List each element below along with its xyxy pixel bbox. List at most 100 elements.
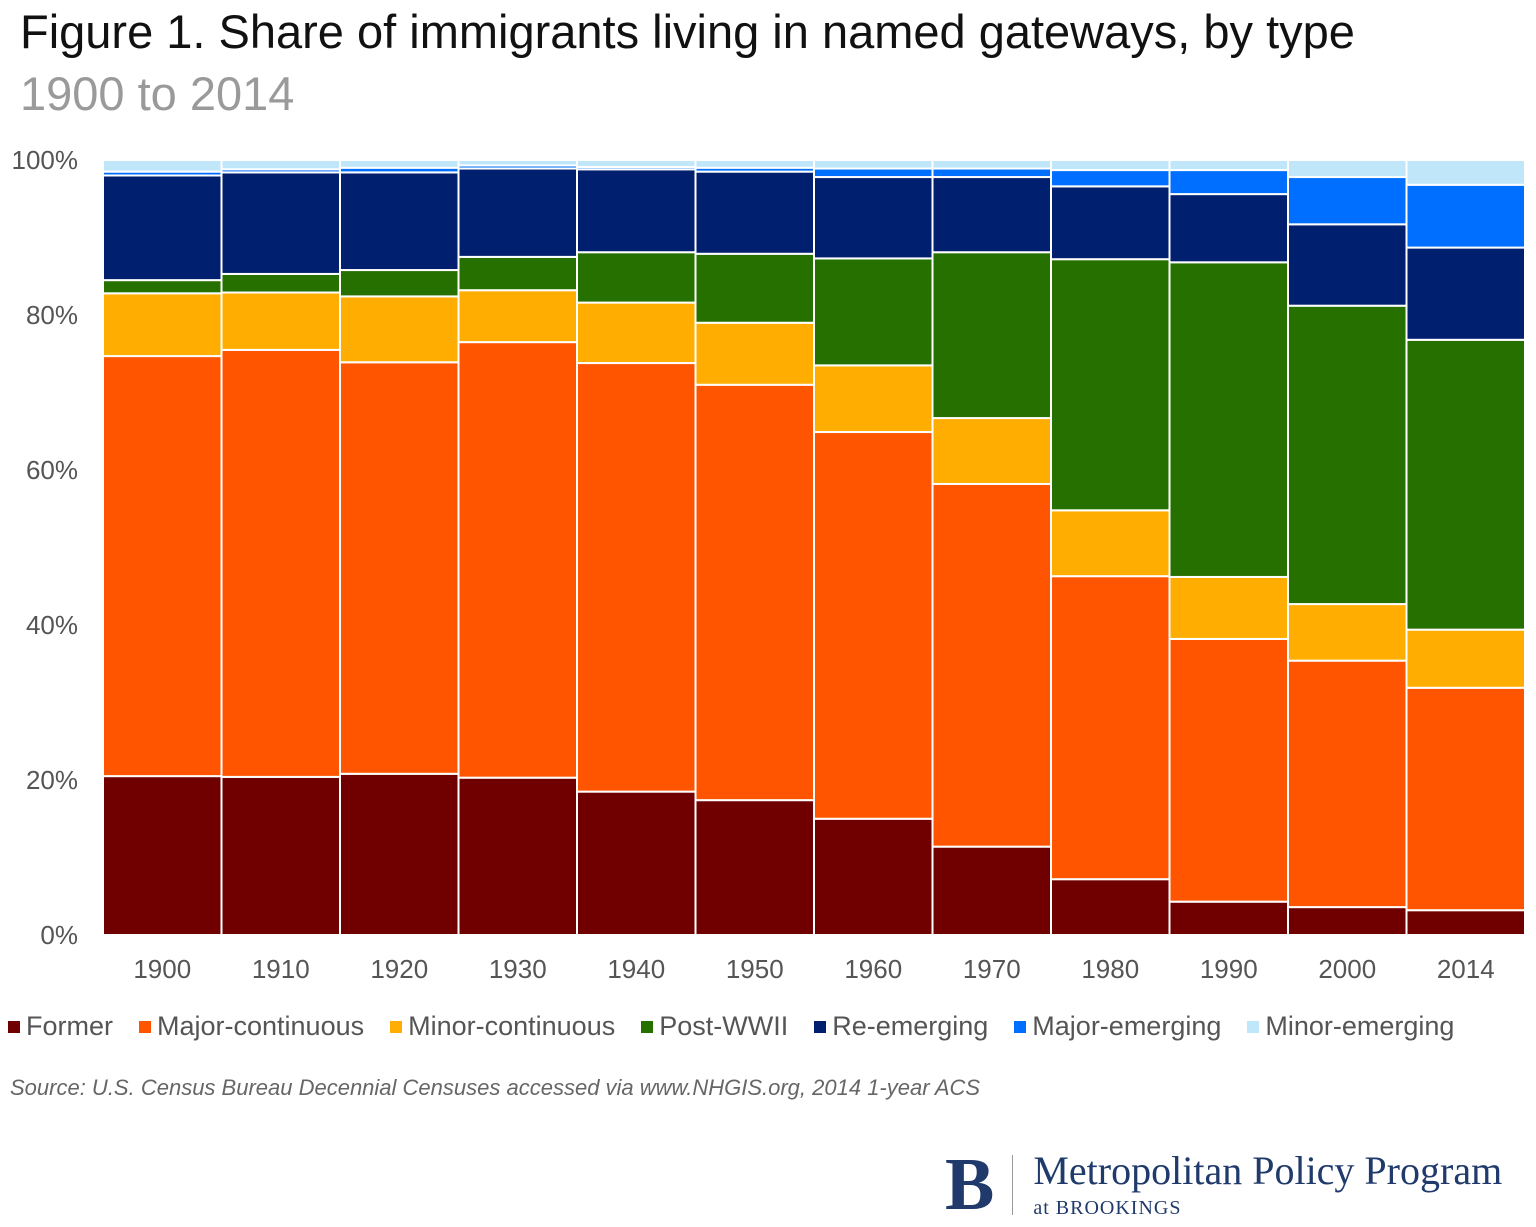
y-tick-label: 60% [26, 455, 78, 485]
bar-segment-re-emerging [1050, 185, 1171, 261]
bar-segment-re-emerging [1168, 193, 1289, 264]
bar-segment-re-emerging [576, 168, 697, 254]
bar-segment-minor-emerging [220, 159, 341, 171]
source-note: Source: U.S. Census Bureau Decennial Cen… [10, 1075, 981, 1100]
x-tick-label: 1960 [844, 954, 902, 984]
legend-swatch [8, 1020, 20, 1033]
bar-segment-re-emerging [694, 170, 815, 255]
bar-segment-major-continuous [1050, 575, 1171, 881]
bar-segment-former [102, 775, 223, 936]
bar-segment-former [1050, 878, 1171, 937]
bar-segment-minor-continuous [457, 289, 578, 344]
logo-name: Metropolitan Policy Program [1033, 1147, 1503, 1193]
bar-segment-post-wwii [457, 255, 578, 292]
legend-item: Former [8, 1011, 113, 1042]
bar-segment-minor-continuous [694, 321, 815, 386]
bar-segment-post-wwii [1405, 338, 1526, 631]
legend-swatch [1014, 1020, 1027, 1033]
y-tick-label: 0% [40, 920, 78, 950]
bar-segment-post-wwii [1050, 258, 1171, 512]
bar-segment-re-emerging [339, 171, 460, 272]
legend-item: Minor-continuous [390, 1011, 615, 1042]
bar-segment-minor-emerging [1050, 159, 1171, 172]
legend-label: Post-WWII [659, 1011, 789, 1041]
bar-segment-minor-emerging [339, 159, 460, 169]
legend-swatch [1247, 1020, 1260, 1033]
x-tick-label: 1980 [1081, 954, 1139, 984]
bar-segment-post-wwii [576, 251, 697, 304]
bar-segment-former [694, 799, 815, 937]
bar-segment-minor-emerging [813, 159, 934, 170]
bar-segment-major-emerging [813, 167, 934, 179]
x-tick-label: 1930 [489, 954, 547, 984]
bar-segment-minor-continuous [813, 364, 934, 434]
bar-segment-minor-emerging [576, 159, 697, 168]
chart-subtitle: 1900 to 2014 [20, 67, 295, 120]
x-tick-label: 1990 [1200, 954, 1258, 984]
bar-segment-major-continuous [339, 361, 460, 775]
legend-label: Major-continuous [157, 1011, 365, 1041]
y-tick-label: 20% [26, 765, 78, 795]
x-tick-label: 1910 [252, 954, 310, 984]
bar-segment-post-wwii [1168, 261, 1289, 578]
bar-segment-major-continuous [694, 383, 815, 802]
bar-segment-post-wwii [694, 252, 815, 324]
bar-segment-minor-emerging [1405, 159, 1526, 186]
legend-label: Former [26, 1011, 113, 1041]
bar-segment-minor-continuous [1287, 603, 1408, 662]
bar-segment-former [339, 772, 460, 936]
bar-segment-major-continuous [102, 355, 223, 778]
legend-label: Re-emerging [832, 1011, 989, 1041]
bar-segment-former [220, 775, 341, 937]
legend-swatch [814, 1020, 827, 1033]
x-tick-label: 1920 [370, 954, 428, 984]
stacked-bar-chart: 0% 20% 40% 60% 80% 100% 1900 1910 1920 1930 1940 19… [12, 145, 1526, 984]
logo-divider [1012, 1155, 1014, 1215]
bar-segment-minor-emerging [1287, 159, 1408, 179]
bar-segment-minor-emerging [694, 159, 815, 169]
bar-segment-post-wwii [220, 272, 341, 294]
bar-segment-minor-emerging [102, 159, 223, 173]
bar-segment-minor-continuous [1168, 575, 1289, 640]
bar-segment-post-wwii [102, 279, 223, 295]
bar-segment-minor-continuous [931, 417, 1052, 485]
x-tick-label: 1970 [963, 954, 1021, 984]
bar-segment-major-continuous [1287, 659, 1408, 909]
bar-segment-major-continuous [457, 341, 578, 779]
bar-segment-major-emerging [931, 167, 1052, 179]
bar-segment-re-emerging [1405, 246, 1526, 341]
bar-segment-minor-continuous [1050, 509, 1171, 578]
x-tick-label: 1900 [133, 954, 191, 984]
legend: Former Major-continuous Minor-continuous Po… [8, 1011, 1480, 1042]
y-tick-label: 100% [12, 145, 79, 175]
bar-segment-former [813, 817, 934, 936]
bar-segment-post-wwii [1287, 304, 1408, 606]
legend-item: Minor-emerging [1247, 1011, 1454, 1042]
y-tick-label: 80% [26, 300, 78, 330]
bar-segment-minor-continuous [102, 292, 223, 358]
bar-segment-former [576, 790, 697, 936]
brookings-logo: B Metropolitan Policy Program at BROOKIN… [945, 1148, 1502, 1222]
legend-swatch [139, 1020, 151, 1033]
bar-segment-former [931, 845, 1052, 937]
bar-segment-major-continuous [813, 431, 934, 820]
x-tick-label: 2000 [1318, 954, 1376, 984]
legend-item: Re-emerging [814, 1011, 988, 1042]
bar-segment-minor-emerging [457, 159, 578, 167]
bar-segment-major-emerging [1405, 183, 1526, 249]
legend-item: Post-WWII [641, 1011, 788, 1042]
legend-swatch [641, 1020, 654, 1033]
x-tick-label: 1940 [607, 954, 665, 984]
bar-segment-post-wwii [339, 269, 460, 298]
bar-segment-re-emerging [1287, 223, 1408, 307]
x-tick-label: 2014 [1437, 954, 1495, 984]
legend-label: Minor-continuous [408, 1011, 616, 1041]
bar-segment-major-continuous [1405, 686, 1526, 912]
bar-segment-major-continuous [576, 362, 697, 793]
y-tick-label: 40% [26, 610, 78, 640]
bar-segment-re-emerging [813, 176, 934, 260]
bar-segment-major-emerging [1050, 169, 1171, 188]
chart-title: Figure 1. Share of immigrants living in … [20, 5, 1355, 58]
bar-segment-post-wwii [813, 257, 934, 367]
